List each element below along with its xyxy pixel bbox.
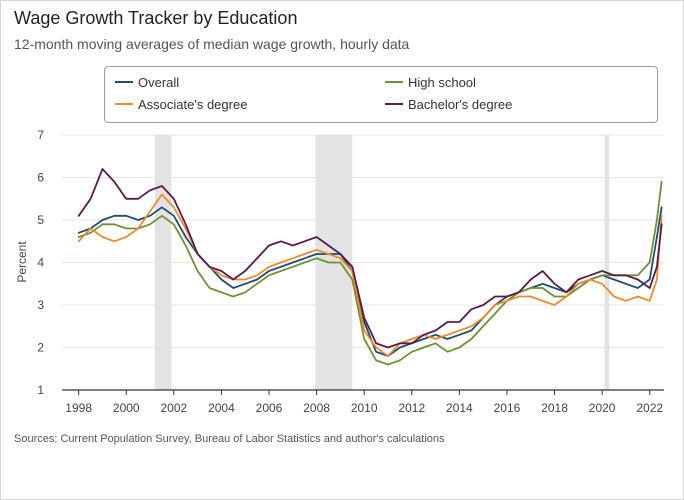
y-tick-label-6: 6	[37, 171, 44, 185]
x-tick-label-1998: 1998	[65, 401, 92, 415]
legend-swatch-high-school	[385, 81, 403, 83]
legend-label-bachelors: Bachelor's degree	[408, 96, 513, 112]
chart-title: Wage Growth Tracker by Education	[14, 8, 298, 28]
y-tick-label-7: 7	[37, 128, 44, 142]
legend-item-associates: Associate's degree	[115, 95, 247, 113]
series-line-high-school	[77, 180, 663, 366]
legend-label-high-school: High school	[408, 74, 476, 90]
legend-label-overall: Overall	[138, 74, 180, 90]
x-tick-label-2000: 2000	[113, 401, 140, 415]
chart-subtitle: 12-month moving averages of median wage …	[14, 36, 410, 52]
y-tick-label-1: 1	[37, 383, 44, 397]
x-tick-label-2002: 2002	[160, 401, 187, 415]
y-tick-label-5: 5	[37, 213, 44, 227]
x-tick-label-2022: 2022	[636, 401, 663, 415]
y-tick-label-3: 3	[37, 298, 44, 312]
y-tick-label-2: 2	[37, 341, 44, 355]
y-tick-label-4: 4	[37, 256, 44, 270]
x-tick-label-2018: 2018	[541, 401, 568, 415]
legend-label-associates: Associate's degree	[138, 96, 248, 112]
legend-swatch-bachelors	[385, 103, 403, 105]
line-chart: 1 2 3 4 5 6 7 1998 2000 2002 2004 2006 2008 2010 2012…	[15, 128, 664, 415]
y-axis-label: Percent	[15, 241, 29, 283]
x-tick-label-2008: 2008	[303, 401, 330, 415]
legend-item-bachelors: Bachelor's degree	[385, 95, 512, 113]
source-note: Sources: Current Population Survey, Bure…	[14, 433, 445, 445]
x-tick-label-2012: 2012	[398, 401, 425, 415]
x-tick-label-2014: 2014	[446, 401, 473, 415]
x-tick-label-2004: 2004	[208, 401, 235, 415]
series-line-bachelor-s-degree	[77, 168, 663, 349]
legend-swatch-overall	[115, 81, 133, 83]
legend-item-high-school: High school	[385, 73, 476, 91]
gridlines	[62, 134, 664, 348]
x-tick-label-2006: 2006	[256, 401, 283, 415]
y-axis-ticks: 1 2 3 4 5 6 7	[37, 128, 44, 397]
legend-item-overall: Overall	[115, 73, 179, 91]
series-lines	[77, 168, 663, 366]
series-line-overall	[77, 206, 663, 357]
x-axis: 1998 2000 2002 2004 2006 2008 2010 2012 2014 2016…	[62, 389, 664, 415]
legend-swatch-associates	[115, 103, 133, 105]
x-tick-label-2016: 2016	[494, 401, 521, 415]
x-tick-label-2020: 2020	[589, 401, 616, 415]
series-line-associate-s-degree	[77, 193, 663, 357]
legend: Overall High school Associate's degree B…	[104, 66, 658, 123]
x-tick-label-2010: 2010	[351, 401, 378, 415]
